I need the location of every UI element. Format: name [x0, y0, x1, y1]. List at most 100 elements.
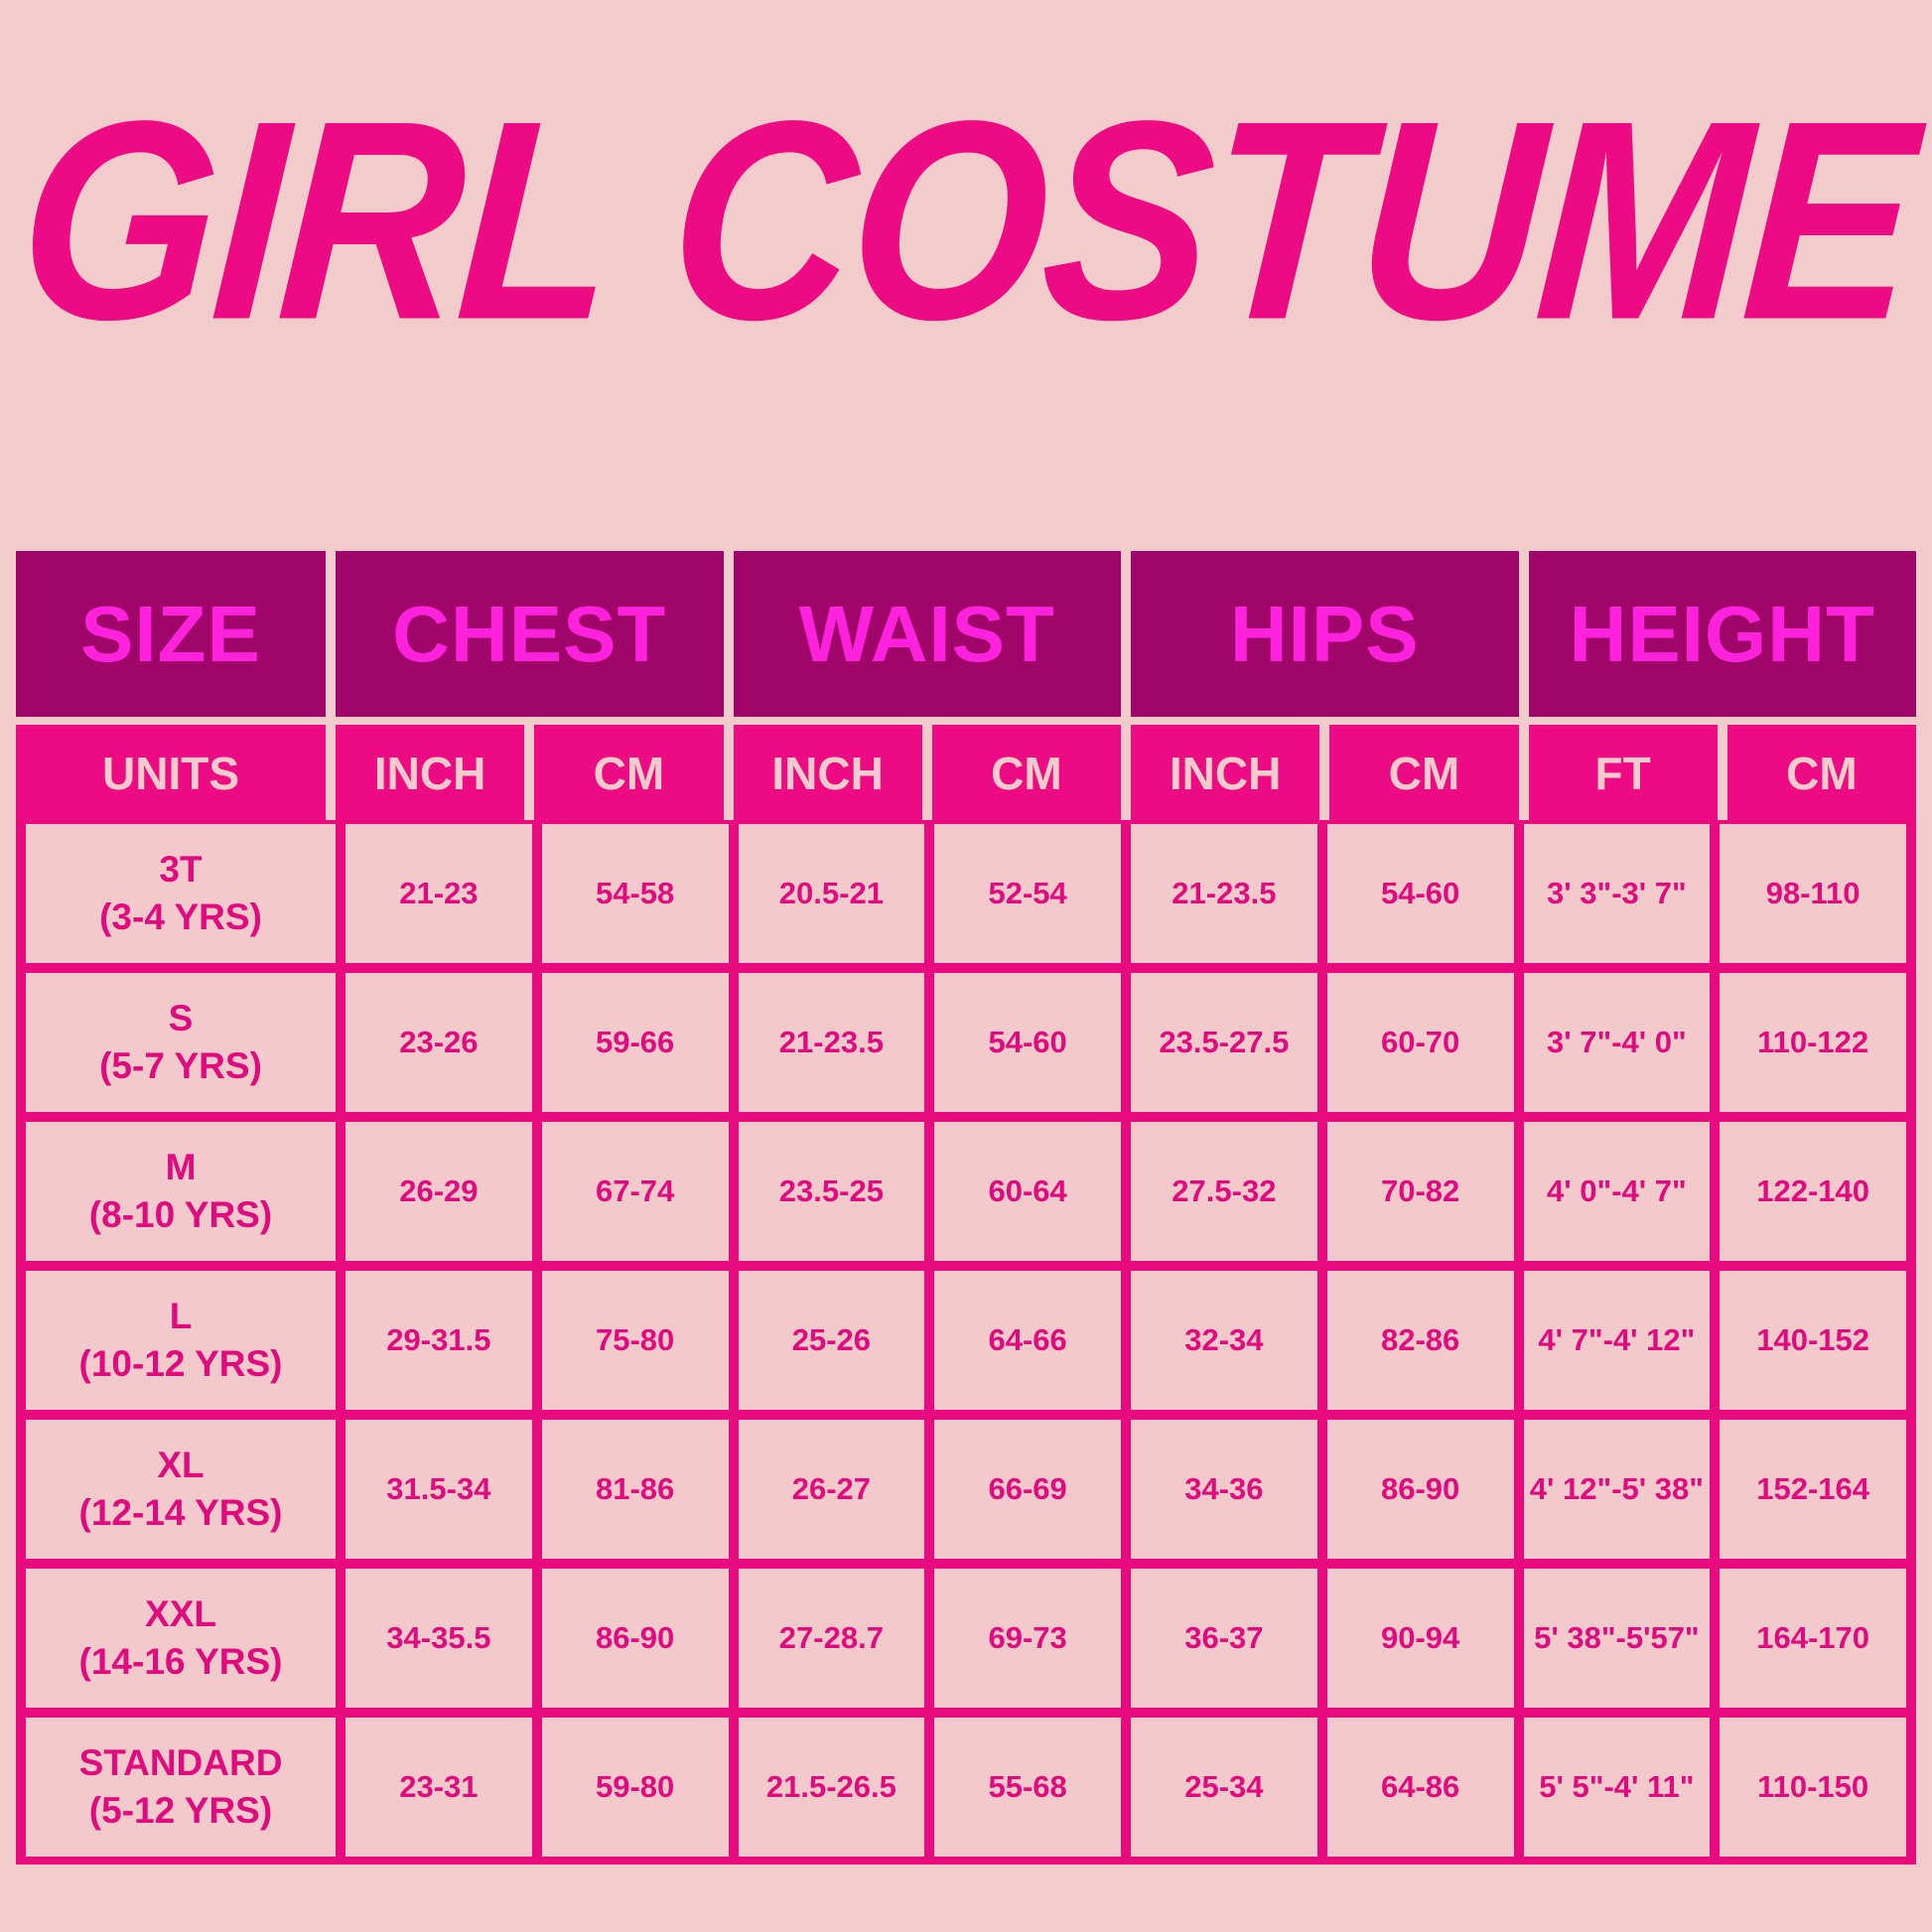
value-cell: 86-90: [541, 1569, 729, 1708]
value-cell: 23.5-27.5: [1131, 973, 1317, 1112]
table-row: M (8-10 YRS) 26-29 67-74 23.5-25 60-64 27.5-3…: [16, 1122, 1916, 1261]
value-cell: 60-64: [934, 1122, 1121, 1261]
value-cell: 21-23.5: [738, 973, 925, 1112]
page-title: GIRL COSTUME: [11, 62, 1921, 380]
size-cell: XXL (14-16 YRS): [26, 1569, 336, 1708]
value-cell: 25-34: [1131, 1718, 1317, 1857]
value-cell: 4' 12"-5' 38": [1523, 1420, 1711, 1559]
unit-label: CM: [931, 725, 1121, 822]
age-range: (10-12 YRS): [78, 1343, 283, 1384]
unit-label: INCH: [733, 725, 922, 822]
value-cell: 67-74: [541, 1122, 729, 1261]
table-row: 3T (3-4 YRS) 21-23 54-58 20.5-21 52-54 21-23.…: [16, 824, 1916, 963]
unit-label: FT: [1528, 725, 1718, 822]
size-label: XL: [157, 1444, 205, 1485]
value-cell: 82-86: [1326, 1271, 1514, 1410]
value-cell: 3' 3"-3' 7": [1523, 824, 1711, 963]
value-cell: 20.5-21: [738, 824, 925, 963]
size-table-header: SIZE CHEST WAIST HIPS HEIGHT UNITS INCH …: [16, 551, 1916, 822]
value-cell: 60-70: [1326, 973, 1514, 1112]
value-cell: 27.5-32: [1131, 1122, 1317, 1261]
value-cell: 59-80: [541, 1718, 729, 1857]
age-range: (12-14 YRS): [78, 1492, 283, 1533]
size-cell: XL (12-14 YRS): [26, 1420, 336, 1559]
value-cell: 52-54: [934, 824, 1121, 963]
age-range: (3-4 YRS): [99, 897, 262, 937]
value-cell: 122-140: [1720, 1122, 1906, 1261]
value-cell: 5' 38"-5'57": [1523, 1569, 1711, 1708]
size-table-body: 3T (3-4 YRS) 21-23 54-58 20.5-21 52-54 21-23.…: [16, 820, 1916, 1864]
value-cell: 29-31.5: [345, 1271, 532, 1410]
value-cell: 32-34: [1131, 1271, 1317, 1410]
value-cell: 54-60: [934, 973, 1121, 1112]
unit-label: INCH: [336, 725, 525, 822]
value-cell: 66-69: [934, 1420, 1121, 1559]
value-cell: 34-36: [1131, 1420, 1317, 1559]
value-cell: 21.5-26.5: [738, 1718, 925, 1857]
value-cell: 36-37: [1131, 1569, 1317, 1708]
value-cell: 54-58: [541, 824, 729, 963]
value-cell: 23-26: [345, 973, 532, 1112]
value-cell: 55-68: [934, 1718, 1121, 1857]
value-cell: 59-66: [541, 973, 729, 1112]
value-cell: 90-94: [1326, 1569, 1514, 1708]
table-row: XXL (14-16 YRS) 34-35.5 86-90 27-28.7 69-73 3…: [16, 1569, 1916, 1708]
value-cell: 4' 0"-4' 7": [1523, 1122, 1711, 1261]
size-cell: M (8-10 YRS): [26, 1122, 336, 1261]
size-label: STANDARD: [78, 1741, 283, 1783]
size-label: S: [168, 997, 194, 1038]
value-cell: 64-66: [934, 1271, 1121, 1410]
age-range: (5-12 YRS): [88, 1790, 273, 1831]
header-height: HEIGHT: [1528, 551, 1916, 717]
size-label: XXL: [145, 1592, 216, 1634]
size-cell: S (5-7 YRS): [26, 973, 336, 1112]
value-cell: 75-80: [541, 1271, 729, 1410]
value-cell: 140-152: [1720, 1271, 1906, 1410]
value-cell: 110-150: [1720, 1718, 1906, 1857]
value-cell: 152-164: [1720, 1420, 1906, 1559]
value-cell: 70-82: [1326, 1122, 1514, 1261]
table-row: STANDARD (5-12 YRS) 23-31 59-80 21.5-26.5 55…: [16, 1718, 1916, 1857]
age-range: (8-10 YRS): [88, 1194, 273, 1235]
header-size: SIZE: [16, 551, 326, 717]
table-row: XL (12-14 YRS) 31.5-34 81-86 26-27 66-69 34-3…: [16, 1420, 1916, 1559]
value-cell: 26-27: [738, 1420, 925, 1559]
size-cell: L (10-12 YRS): [26, 1271, 336, 1410]
value-cell: 25-26: [738, 1271, 925, 1410]
table-row: S (5-7 YRS) 23-26 59-66 21-23.5 54-60 23.5-27…: [16, 973, 1916, 1112]
header-chest: CHEST: [336, 551, 724, 717]
size-label: L: [169, 1295, 193, 1336]
unit-label: CM: [1726, 725, 1916, 822]
value-cell: 31.5-34: [345, 1420, 532, 1559]
value-cell: 98-110: [1720, 824, 1906, 963]
header-hips: HIPS: [1131, 551, 1519, 717]
value-cell: 86-90: [1326, 1420, 1514, 1559]
table-row: L (10-12 YRS) 29-31.5 75-80 25-26 64-66 32-34…: [16, 1271, 1916, 1410]
value-cell: 81-86: [541, 1420, 729, 1559]
value-cell: 23.5-25: [738, 1122, 925, 1261]
size-cell: 3T (3-4 YRS): [26, 824, 336, 963]
size-label: M: [165, 1146, 197, 1187]
value-cell: 21-23: [345, 824, 532, 963]
age-range: (14-16 YRS): [78, 1641, 283, 1682]
unit-label: INCH: [1131, 725, 1320, 822]
value-cell: 21-23.5: [1131, 824, 1317, 963]
value-cell: 164-170: [1720, 1569, 1906, 1708]
value-cell: 69-73: [934, 1569, 1121, 1708]
value-cell: 34-35.5: [345, 1569, 532, 1708]
size-label: 3T: [159, 848, 203, 890]
unit-label: UNITS: [16, 725, 326, 822]
value-cell: 23-31: [345, 1718, 532, 1857]
unit-label: CM: [534, 725, 724, 822]
value-cell: 5' 5"-4' 11": [1523, 1718, 1711, 1857]
size-cell: STANDARD (5-12 YRS): [26, 1718, 336, 1857]
value-cell: 26-29: [345, 1122, 532, 1261]
value-cell: 54-60: [1326, 824, 1514, 963]
unit-label: CM: [1329, 725, 1519, 822]
value-cell: 110-122: [1720, 973, 1906, 1112]
age-range: (5-7 YRS): [99, 1045, 262, 1086]
value-cell: 27-28.7: [738, 1569, 925, 1708]
value-cell: 3' 7"-4' 0": [1523, 973, 1711, 1112]
header-waist: WAIST: [733, 551, 1121, 717]
value-cell: 64-86: [1326, 1718, 1514, 1857]
